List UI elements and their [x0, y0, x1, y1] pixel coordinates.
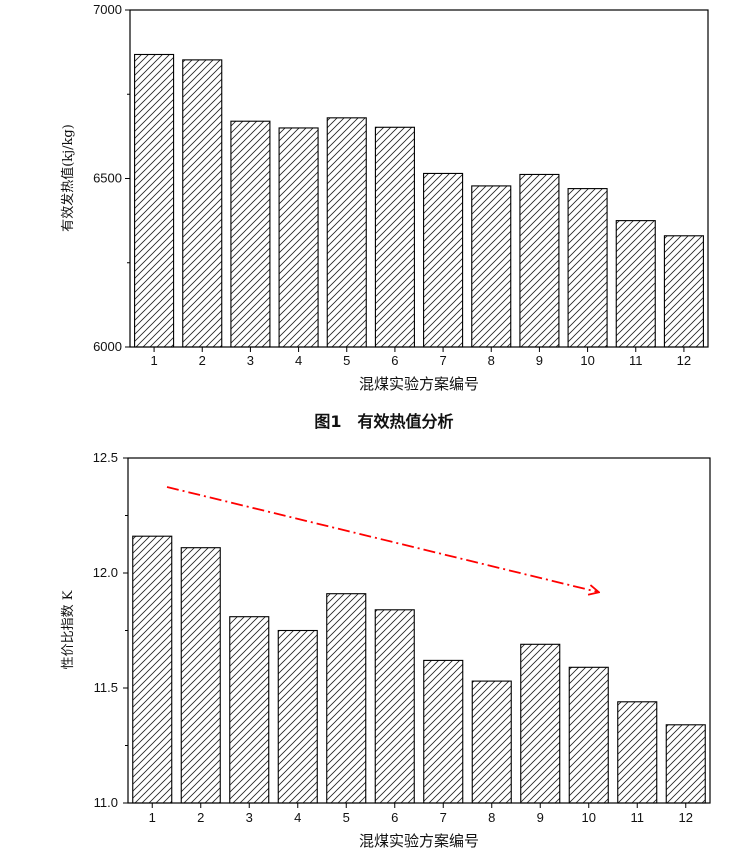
chart-2-x-tick-label: 12: [679, 810, 693, 825]
chart-2-bar-12: [665, 724, 706, 804]
chart-2-x-tick-label: 7: [440, 810, 447, 825]
chart-2-y-tick-label: 12.5: [93, 450, 118, 465]
chart-2-x-tick-label: 5: [343, 810, 350, 825]
chart-1-bar-2: [182, 59, 223, 348]
chart-1-x-tick-label: 1: [150, 353, 157, 368]
chart-2-bar-1: [132, 535, 173, 804]
chart-1-y-tick-label: 6000: [93, 339, 122, 354]
chart-1-y-tick-label: 7000: [93, 2, 122, 17]
chart-2-bar-5: [326, 593, 367, 804]
chart-1-bar-1: [134, 53, 175, 348]
chart-2-x-tick-label: 1: [149, 810, 156, 825]
chart-1-bar-12: [663, 235, 704, 348]
chart-1-x-tick-label: 12: [677, 353, 691, 368]
chart-2-x-tick-label: 4: [294, 810, 301, 825]
chart-2-x-tick-label: 11: [631, 810, 645, 825]
chart-1-caption: 图1 有效热值分析: [314, 412, 453, 431]
chart-1-bar-6: [374, 126, 415, 348]
chart-1-x-tick-label: 4: [295, 353, 302, 368]
chart-2-y-tick-label: 12.0: [93, 565, 118, 580]
chart-2-x-tick-label: 2: [197, 810, 204, 825]
chart-2-x-tick-label: 8: [488, 810, 495, 825]
chart-2-bar-11: [617, 701, 658, 804]
chart-2-x-axis-title: 混煤实验方案编号: [359, 832, 479, 850]
chart-1-bar-4: [278, 127, 319, 348]
chart-2-trend-arrow: [166, 486, 598, 592]
chart-1-bar-8: [471, 185, 512, 348]
chart-1-x-tick-label: 6: [391, 353, 398, 368]
chart-1-x-tick-label: 3: [247, 353, 254, 368]
chart-1-x-tick-label: 2: [199, 353, 206, 368]
chart-1-x-tick-label: 7: [439, 353, 446, 368]
chart-1-y-axis-title: 有效发热值(kj/kg): [60, 124, 76, 232]
chart-1-x-tick-label: 10: [580, 353, 594, 368]
chart-2-bar-6: [374, 609, 415, 804]
chart-2-x-tick-label: 3: [246, 810, 253, 825]
chart-1-x-tick-label: 5: [343, 353, 350, 368]
chart-2-x-tick-label: 9: [537, 810, 544, 825]
chart-1-x-tick-label: 11: [629, 353, 643, 368]
chart-1-y-tick-label: 6500: [93, 171, 122, 186]
chart-2-x-tick-label: 10: [582, 810, 596, 825]
chart-1-x-tick-label: 9: [536, 353, 543, 368]
chart-2-y-tick-label: 11.0: [94, 795, 118, 810]
chart-1-bar-5: [326, 117, 367, 348]
chart-2-bar-3: [229, 616, 270, 804]
chart-2-bar-10: [568, 666, 609, 804]
chart-2-y-tick-label: 11.5: [94, 680, 118, 695]
chart-2-bar-2: [180, 547, 221, 804]
chart-1-bar-10: [567, 188, 608, 348]
chart-2-bar-9: [520, 643, 561, 804]
chart-2-bar-8: [471, 680, 512, 804]
chart-1-bar-9: [519, 173, 560, 348]
chart-2-x-tick-label: 6: [391, 810, 398, 825]
chart-1-x-tick-label: 8: [488, 353, 495, 368]
chart-2-bar-7: [423, 659, 464, 804]
chart-1-x-axis-title: 混煤实验方案编号: [359, 375, 479, 393]
chart-1-bar-7: [423, 172, 464, 348]
chart-1-bar-3: [230, 120, 271, 348]
chart-1-bar-11: [615, 220, 656, 348]
chart-2-bar-4: [277, 629, 318, 804]
chart-2-y-axis-title: 性价比指数 K: [61, 590, 76, 669]
